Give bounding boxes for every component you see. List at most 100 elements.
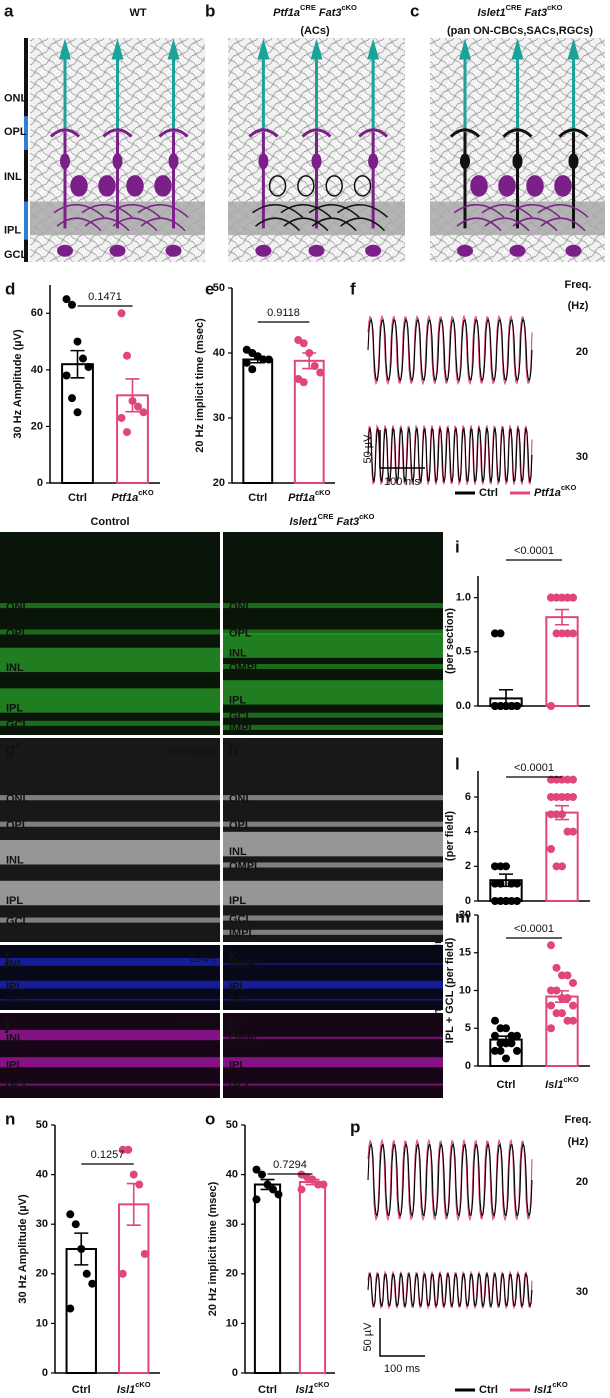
- layer-label: IPL: [6, 895, 23, 907]
- data-point: [507, 897, 516, 905]
- stain-band: [0, 958, 220, 966]
- text-part: Ctrl: [479, 487, 498, 499]
- data-point: [513, 879, 521, 888]
- amacrine-arbor: [481, 204, 533, 232]
- y-tick-label: 40: [36, 1169, 48, 1181]
- erg-trace: [367, 317, 533, 383]
- data-point: [491, 879, 499, 888]
- frequency-header: (Hz): [568, 300, 589, 312]
- data-point: [496, 1039, 505, 1048]
- panel-title: WT: [129, 7, 146, 19]
- data-point: [66, 1210, 75, 1219]
- bar: [298, 1181, 327, 1375]
- y-tick-label: 4: [465, 826, 472, 838]
- data-point: [264, 355, 273, 364]
- layer-label: INL: [6, 958, 24, 970]
- data-point: [547, 793, 555, 801]
- panel-letter: l: [455, 754, 460, 773]
- y-tick-label: 40: [226, 1169, 238, 1181]
- frequency-header: Freq.: [565, 279, 592, 291]
- data-point: [135, 1180, 144, 1189]
- stain-band: [223, 831, 443, 857]
- data-point: [117, 413, 126, 422]
- text-part: Ctrl: [497, 1079, 516, 1091]
- p-value: <0.0001: [514, 923, 554, 935]
- data-point: [248, 365, 257, 374]
- data-point: [68, 300, 76, 309]
- layer-label: GCL: [229, 913, 253, 925]
- panel-letter: p: [350, 1117, 360, 1136]
- photoreceptor: [511, 38, 524, 133]
- data-point: [552, 963, 561, 972]
- data-point: [305, 349, 314, 357]
- amacrine-soma: [554, 175, 572, 197]
- amacrine-arbor: [109, 204, 161, 232]
- y-tick-label: 50: [226, 1119, 238, 1131]
- stain-band: [0, 647, 220, 673]
- data-point: [269, 1185, 277, 1194]
- amacrine-arbor: [137, 204, 189, 232]
- x-tick-label: Ctrl: [248, 492, 267, 504]
- stain-band: [223, 1036, 443, 1039]
- y-tick-label: 50: [213, 282, 225, 294]
- panel-letter: f: [350, 279, 356, 298]
- ganglion-soma: [109, 244, 126, 257]
- stain-band: [0, 998, 220, 1001]
- data-point: [569, 1016, 577, 1025]
- y-tick-label: 0: [37, 477, 43, 489]
- y-axis-label: 20 Hz implicit time (msec): [194, 318, 206, 453]
- layer-label: OPL: [229, 627, 252, 639]
- data-point: [66, 1304, 75, 1313]
- stain-texture: [223, 532, 443, 735]
- stain-texture: [0, 1013, 220, 1098]
- panel-letter: g: [5, 533, 15, 552]
- layer-label: OMPL: [229, 860, 261, 872]
- data-point: [491, 897, 499, 905]
- data-point: [496, 862, 505, 871]
- text-part: Isl1: [117, 1384, 135, 1396]
- data-point: [558, 862, 566, 871]
- data-point: [502, 862, 510, 871]
- layer-label: OPL: [4, 126, 27, 138]
- photoreceptor: [111, 38, 124, 133]
- layer-label: GCL: [229, 994, 253, 1006]
- data-point: [569, 629, 577, 638]
- text-part: Ptf1a: [273, 7, 300, 19]
- stain-band: [0, 1057, 220, 1068]
- panel-letter: e: [205, 279, 214, 298]
- layer-label: ONL: [4, 92, 28, 104]
- photoreceptor: [310, 38, 323, 133]
- layer-label: OMPL: [229, 958, 261, 970]
- p-value: 0.7294: [273, 1159, 307, 1171]
- data-point: [552, 1009, 561, 1018]
- data-point: [88, 1279, 97, 1288]
- bipolar-soma: [512, 153, 523, 170]
- micrograph: [0, 945, 220, 1010]
- data-point: [552, 986, 561, 995]
- data-point: [299, 378, 308, 387]
- y-tick-label: 0: [465, 1060, 471, 1072]
- erg-trace: [367, 1142, 533, 1218]
- x-tick-label: Isl1cKO: [545, 1075, 579, 1091]
- p-value: <0.0001: [514, 545, 554, 557]
- y-axis-label: 30 Hz Amplitude (µV): [17, 1194, 29, 1304]
- data-point: [79, 354, 87, 363]
- y-tick-label: 40: [31, 364, 43, 376]
- text-part: Islet1: [290, 516, 318, 528]
- data-point: [569, 978, 577, 987]
- text-part: Isl1: [296, 1384, 314, 1396]
- data-point: [258, 1170, 266, 1179]
- panel-title: Islet1CRE Fat3cKO: [478, 3, 563, 19]
- stain-band: [223, 633, 443, 658]
- data-point: [558, 971, 566, 980]
- bipolar-cell: [301, 128, 332, 229]
- layer-label: IPL: [6, 703, 23, 715]
- ganglion-soma: [565, 244, 582, 257]
- y-tick-label: 0.5: [456, 646, 471, 658]
- data-point: [547, 1024, 555, 1033]
- frequency-label: 20: [576, 1176, 588, 1188]
- bipolar-cell: [102, 128, 133, 229]
- text-part: WT: [129, 7, 146, 19]
- bipolar-cell: [558, 128, 589, 229]
- frequency-label: 20: [576, 346, 588, 358]
